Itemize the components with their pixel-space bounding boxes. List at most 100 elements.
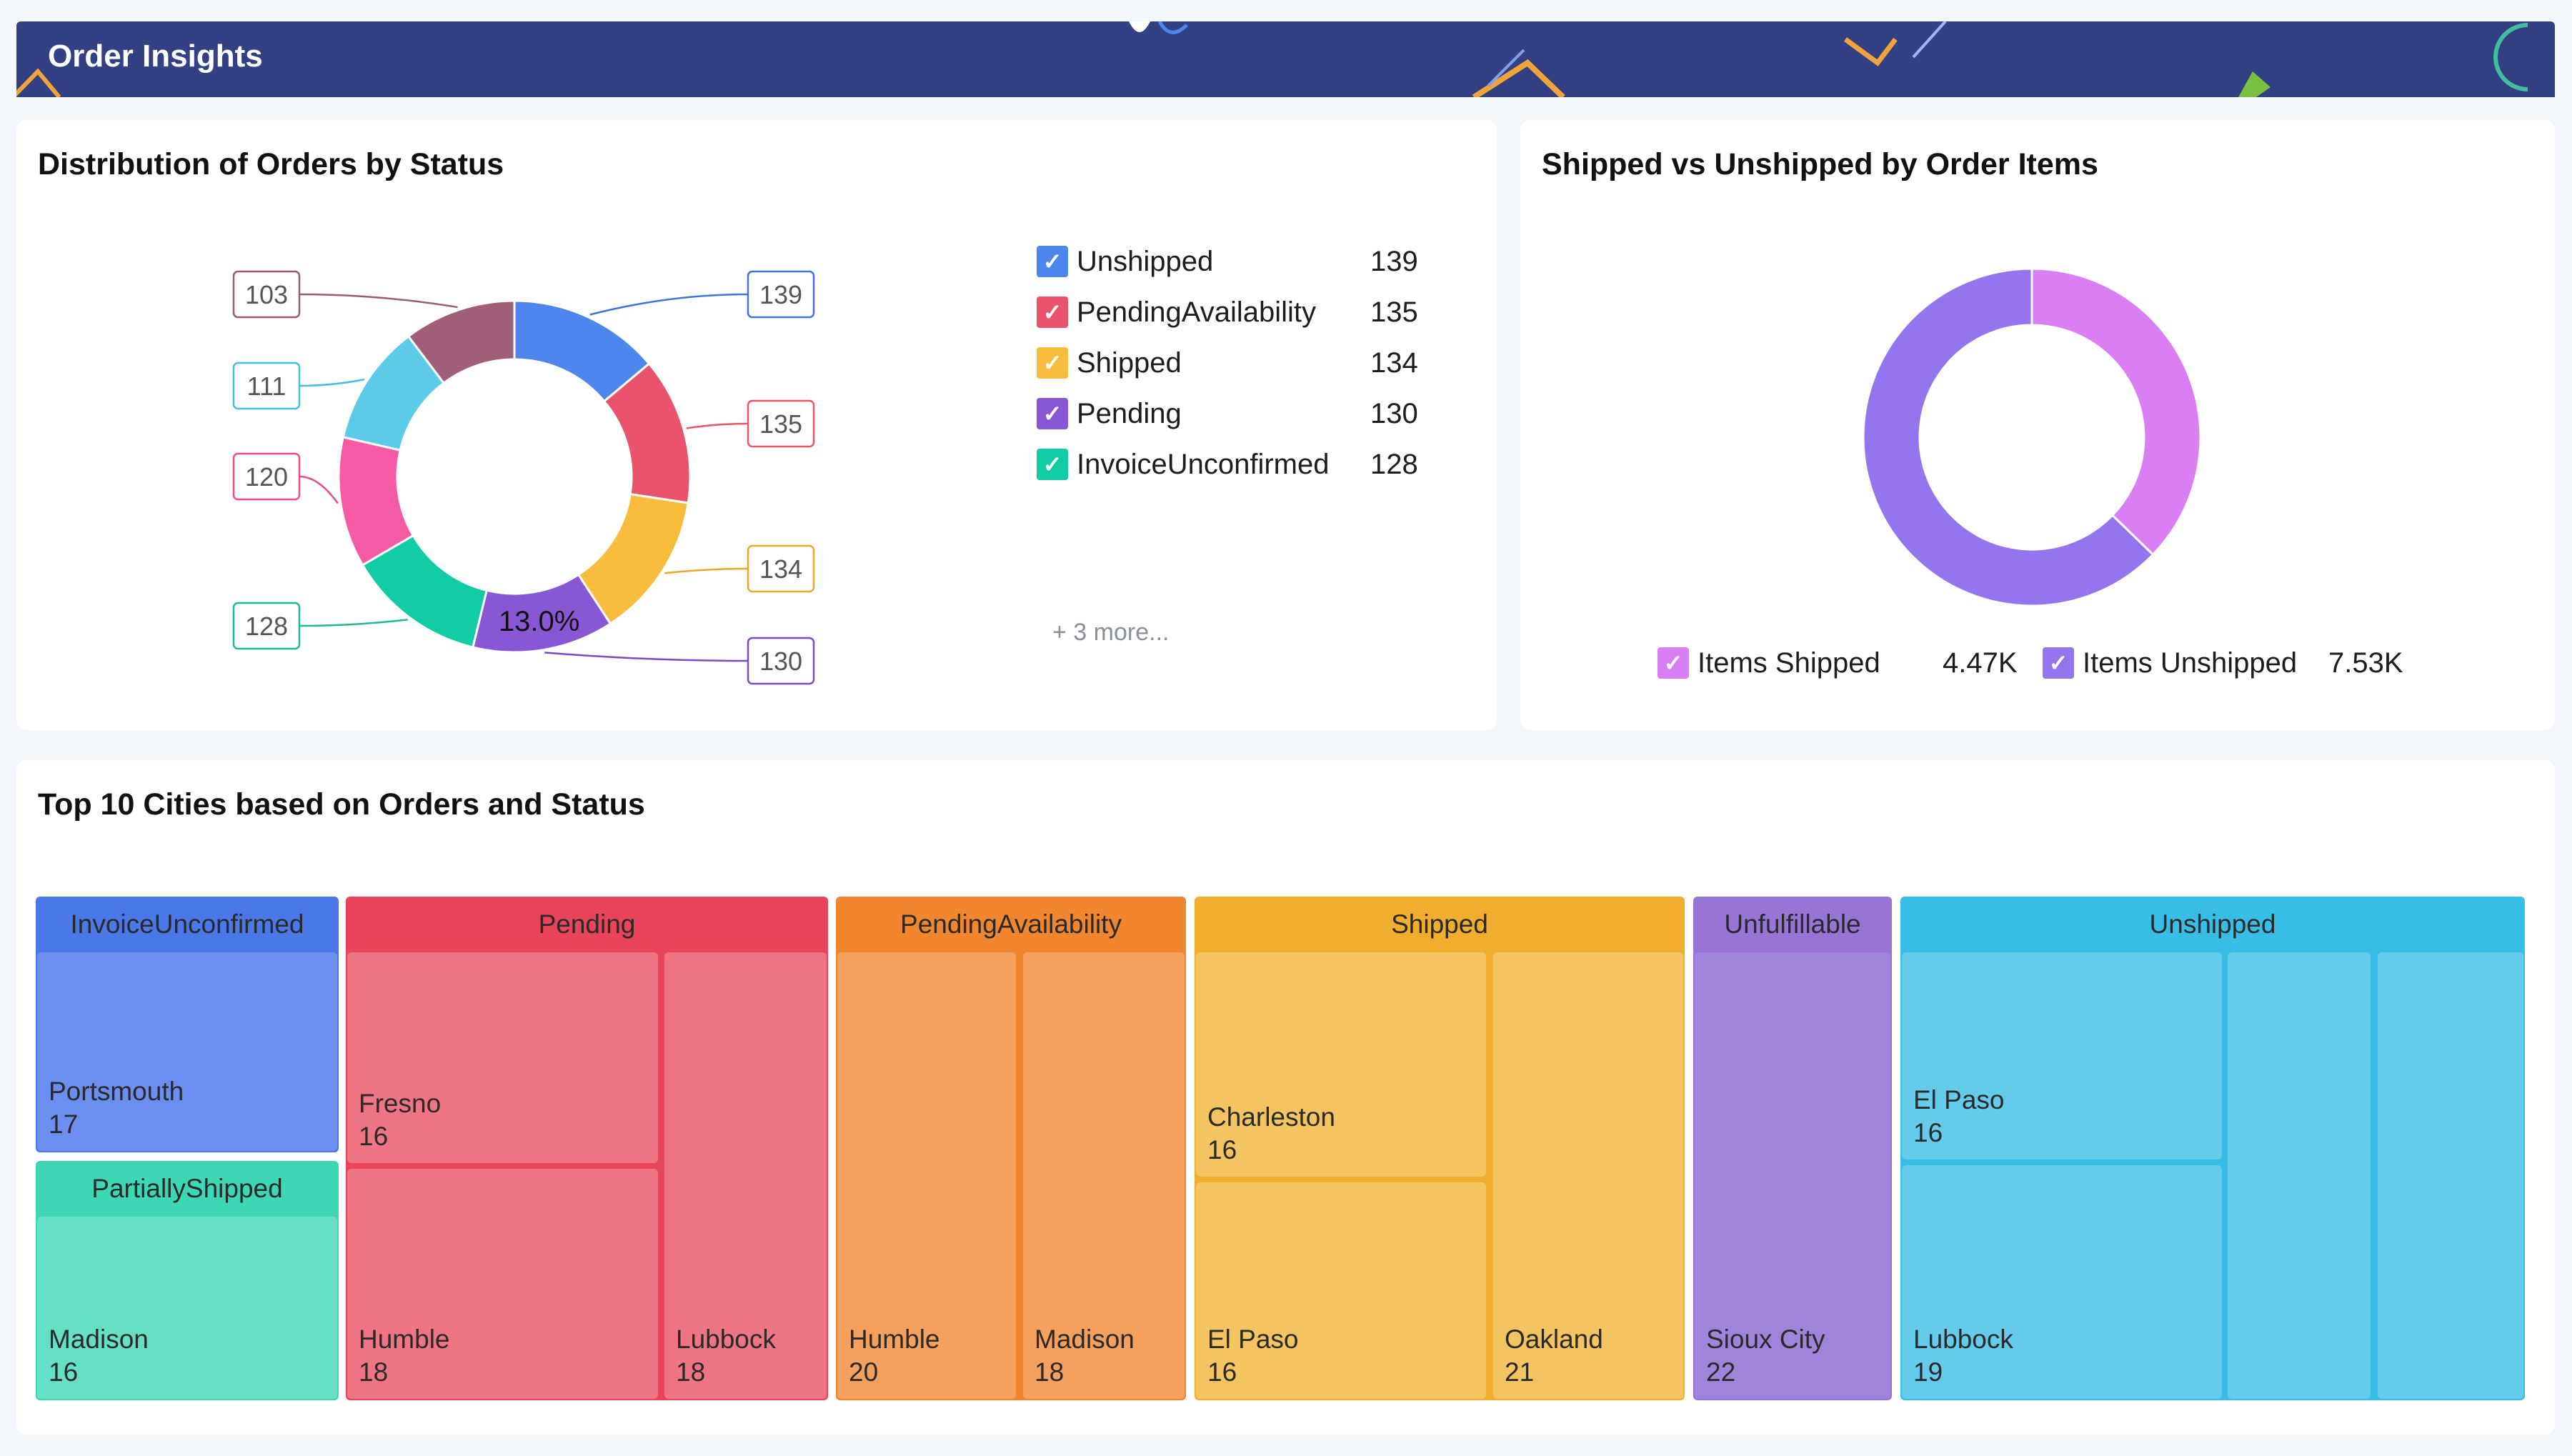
legend-checkbox[interactable]: ✓	[1037, 246, 1068, 277]
treemap-city-value: 16	[49, 1357, 79, 1387]
legend-label: InvoiceUnconfirmed	[1077, 449, 1330, 480]
legend-value: 7.53K	[2328, 647, 2403, 679]
treemap-cell[interactable]: Humble 20	[837, 952, 1016, 1399]
legend-checkbox[interactable]: ✓	[1037, 398, 1068, 429]
treemap-city-value: 20	[849, 1357, 879, 1387]
treemap-city-value: 16	[1913, 1118, 1943, 1147]
cities-treemap: InvoiceUnconfirmed Portsmouth 17 PartiallyS…	[36, 897, 2525, 1400]
treemap-city-label: Charleston	[1207, 1102, 1335, 1132]
legend-checkbox[interactable]: ✓	[1037, 347, 1068, 379]
header-decoration	[16, 21, 2528, 97]
donut-leader-line	[299, 619, 408, 627]
donut-data-label: 139	[759, 280, 802, 309]
treemap-group-shipped[interactable]: Shipped Charleston 16 El Paso 16 Oakland 21	[1195, 897, 1685, 1400]
donut-data-label: 120	[245, 462, 288, 492]
treemap-city-value: 17	[49, 1110, 79, 1139]
legend-checkbox[interactable]: ✓	[1037, 449, 1068, 480]
donut-data-label: 128	[245, 612, 288, 641]
donut-slice-other[interactable]	[407, 299, 516, 385]
treemap-cell[interactable]: Charleston 16	[1196, 952, 1486, 1177]
treemap-cell[interactable]: Humble 18	[347, 1169, 658, 1399]
treemap-group-header: InvoiceUnconfirmed	[70, 909, 304, 939]
treemap-cell[interactable]: Oakland 21	[1493, 952, 1683, 1399]
legend-label: Items Shipped	[1698, 647, 1880, 679]
donut-label-box	[232, 270, 301, 319]
donut-leader-line	[299, 378, 365, 387]
donut-label-box	[747, 399, 815, 448]
treemap-group-unfulfillable[interactable]: Unfulfillable Sioux City 22	[1693, 897, 1892, 1400]
donut-leader-line	[589, 293, 749, 316]
legend-checkbox[interactable]: ✓	[1037, 296, 1068, 328]
legend-label: Items Unshipped	[2083, 647, 2298, 679]
donut-leader-line	[686, 422, 749, 429]
treemap-cell[interactable]: Fresno 16	[347, 952, 658, 1163]
treemap-cell[interactable]: Madison 18	[1023, 952, 1185, 1399]
donut-label-box	[232, 452, 301, 501]
treemap-group-pendingavailability[interactable]: PendingAvailability Humble 20 Madison 18	[836, 897, 1186, 1400]
treemap-city-label: Sioux City	[1706, 1325, 1825, 1354]
donut-leader-line	[544, 652, 749, 662]
donut-slice-items-shipped[interactable]	[2030, 267, 2202, 557]
treemap-group-pending[interactable]: Pending Fresno 16 Humble 18 Lubbock 18	[346, 897, 828, 1400]
treemap-cell[interactable]: Portsmouth 17	[37, 952, 337, 1151]
treemap-city-label: El Paso	[1207, 1325, 1299, 1354]
treemap-city-value: 19	[1913, 1357, 1943, 1387]
treemap-cell[interactable]: El Paso 16	[1902, 952, 2222, 1160]
treemap-cell[interactable]	[2228, 952, 2371, 1399]
donut-label-box	[232, 361, 301, 410]
treemap-city-value: 16	[1207, 1357, 1237, 1387]
donut-data-label: 130	[759, 647, 802, 676]
treemap-city-label: Madison	[49, 1325, 149, 1354]
distribution-title: Distribution of Orders by Status	[38, 147, 504, 181]
legend-value: 128	[1370, 449, 1418, 480]
donut-slice-items-unshipped[interactable]	[1862, 267, 2155, 607]
donut-label-box	[747, 637, 815, 685]
donut-label-box	[747, 270, 815, 319]
treemap-group-invoiceunconfirmed[interactable]: InvoiceUnconfirmed Portsmouth 17	[36, 897, 339, 1152]
treemap-group-header: PartiallyShipped	[91, 1174, 283, 1203]
treemap-city-value: 16	[359, 1122, 389, 1151]
treemap-group-header: Unshipped	[2149, 909, 2276, 939]
legend-value: 4.47K	[1943, 647, 2018, 679]
treemap-city-label: Lubbock	[1913, 1325, 2013, 1354]
treemap-group-header: Unfulfillable	[1724, 909, 1861, 939]
treemap-city-value: 22	[1706, 1357, 1736, 1387]
distribution-donut-chart: 139 135 134 130 128 120 111 103 13.0%	[232, 270, 815, 685]
donut-label-box	[747, 544, 815, 593]
shipped-card: Shipped vs Unshipped by Order Items ✓ Ite…	[1520, 120, 2555, 730]
donut-highlight-label: 13.0%	[499, 606, 579, 637]
treemap-city-label: Portsmouth	[49, 1077, 184, 1106]
legend-label: Unshipped	[1077, 246, 1214, 277]
treemap-city-label: El Paso	[1913, 1085, 2005, 1115]
treemap-city-label: Madison	[1035, 1325, 1135, 1354]
treemap-group-partiallyshipped[interactable]: PartiallyShipped Madison 16	[36, 1161, 339, 1400]
treemap-city-value: 18	[676, 1357, 706, 1387]
shipped-donut-chart	[1862, 267, 2202, 607]
treemap-cell[interactable]: Lubbock 19	[1902, 1165, 2222, 1399]
distribution-card: Distribution of Orders by Status 139 135 1…	[16, 120, 1497, 730]
treemap-cell[interactable]: El Paso 16	[1196, 1182, 1486, 1399]
treemap-city-value: 16	[1207, 1135, 1237, 1165]
treemap-cell[interactable]: Sioux City 22	[1695, 952, 1890, 1399]
treemap-cell[interactable]: Madison 16	[37, 1217, 337, 1399]
treemap-city-label: Humble	[359, 1325, 450, 1354]
header-banner: Order Insights	[16, 21, 2555, 97]
treemap-group-header: Pending	[538, 909, 636, 939]
treemap-group-header: PendingAvailability	[900, 909, 1122, 939]
legend-value: 135	[1370, 296, 1418, 328]
treemap-city-label: Fresno	[359, 1089, 442, 1118]
legend-checkbox[interactable]: ✓	[2043, 647, 2074, 679]
treemap-city-value: 18	[1035, 1357, 1065, 1387]
donut-data-label: 135	[759, 409, 802, 439]
donut-data-label: 103	[245, 280, 288, 309]
treemap-cell[interactable]: Lubbock 18	[664, 952, 827, 1399]
donut-leader-line	[299, 475, 339, 504]
treemap-cell[interactable]	[2378, 952, 2523, 1399]
legend-more-link[interactable]: + 3 more...	[1052, 619, 1170, 646]
legend-checkbox[interactable]: ✓	[1658, 647, 1689, 679]
page-title: Order Insights	[48, 39, 263, 74]
legend-value: 139	[1370, 246, 1418, 277]
treemap-group-unshipped[interactable]: Unshipped El Paso 16 Lubbock 19	[1900, 897, 2525, 1400]
donut-data-label: 111	[247, 372, 286, 401]
donut-leader-line	[299, 293, 458, 309]
